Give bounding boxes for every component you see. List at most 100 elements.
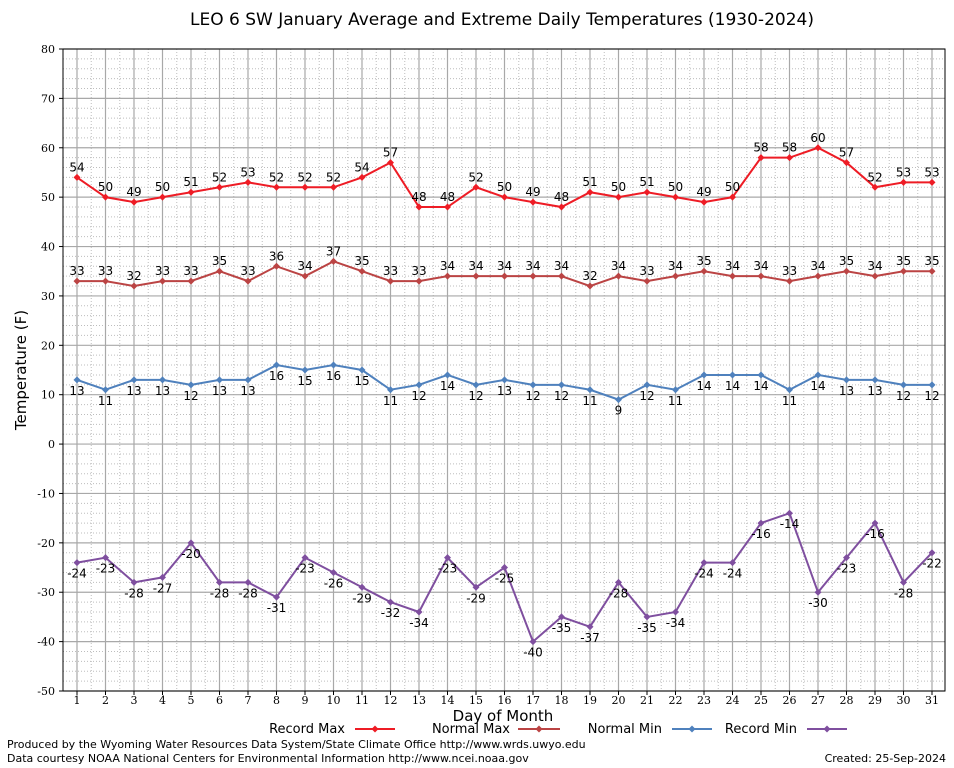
data-point bbox=[900, 381, 907, 389]
data-label: 32 bbox=[126, 269, 141, 283]
data-point bbox=[330, 568, 337, 576]
data-label: -16 bbox=[865, 527, 885, 541]
data-label: -28 bbox=[894, 586, 914, 600]
data-label: -22 bbox=[922, 557, 942, 571]
data-point bbox=[130, 198, 138, 206]
data-point bbox=[501, 193, 508, 201]
data-point bbox=[757, 371, 765, 379]
x-tick-label: 23 bbox=[697, 694, 711, 707]
data-label: -29 bbox=[352, 591, 372, 605]
y-tick-label: 30 bbox=[41, 290, 55, 303]
data-point bbox=[900, 578, 907, 586]
data-label: -28 bbox=[238, 586, 258, 600]
data-label: -29 bbox=[466, 591, 486, 605]
data-label: -31 bbox=[267, 601, 287, 615]
data-point bbox=[415, 203, 423, 211]
x-tick-label: 30 bbox=[897, 694, 911, 707]
data-point bbox=[843, 159, 850, 167]
x-tick-label: 21 bbox=[640, 694, 654, 707]
y-tick-label: -20 bbox=[37, 537, 55, 550]
x-tick-label: 9 bbox=[302, 694, 309, 707]
data-label: 11 bbox=[668, 394, 683, 408]
data-point bbox=[928, 381, 936, 389]
series-record-min: -24 -23-28 -27-20-28 -28-31-23-26-29-32-34-… bbox=[67, 509, 942, 660]
data-label: 13 bbox=[240, 384, 255, 398]
x-tick-label: 6 bbox=[216, 694, 223, 707]
data-point bbox=[900, 267, 907, 275]
data-label: 34 bbox=[440, 259, 455, 273]
data-point bbox=[643, 277, 651, 285]
data-label: 34 bbox=[297, 259, 312, 273]
data-label: 51 bbox=[183, 175, 198, 189]
x-tick-label: 25 bbox=[754, 694, 768, 707]
x-tick-label: 22 bbox=[669, 694, 683, 707]
data-label: -24 bbox=[67, 567, 87, 581]
data-point bbox=[871, 376, 879, 384]
data-label: 12 bbox=[554, 389, 569, 403]
data-label: -24 bbox=[694, 567, 714, 581]
data-point bbox=[814, 371, 822, 379]
data-label: 53 bbox=[896, 165, 911, 179]
data-point bbox=[672, 193, 679, 201]
data-label: 52 bbox=[269, 170, 284, 184]
legend-marker bbox=[535, 725, 543, 733]
data-label: 14 bbox=[810, 379, 825, 393]
legend-label: Record Min bbox=[725, 722, 797, 737]
x-tick-label: 10 bbox=[327, 694, 341, 707]
data-point bbox=[415, 381, 423, 389]
major-grid bbox=[63, 48, 945, 692]
data-point bbox=[244, 578, 252, 586]
data-label: 34 bbox=[867, 259, 882, 273]
x-tick-label: 29 bbox=[868, 694, 882, 707]
footer-credit-line-1: Produced by the Wyoming Water Resources … bbox=[7, 738, 586, 751]
data-point bbox=[216, 578, 223, 586]
x-tick-label: 26 bbox=[783, 694, 797, 707]
data-point bbox=[330, 183, 337, 191]
data-point bbox=[102, 554, 109, 562]
data-point bbox=[130, 376, 138, 384]
data-point bbox=[472, 272, 480, 280]
data-point bbox=[273, 183, 280, 191]
data-point bbox=[444, 371, 451, 379]
x-tick-label: 18 bbox=[555, 694, 569, 707]
data-label: -27 bbox=[153, 581, 173, 595]
x-tick-label: 16 bbox=[498, 694, 512, 707]
x-tick-label: 15 bbox=[469, 694, 483, 707]
data-label: 34 bbox=[468, 259, 483, 273]
data-point bbox=[444, 272, 451, 280]
data-label: -34 bbox=[409, 616, 429, 630]
data-point bbox=[871, 183, 879, 191]
data-label: 14 bbox=[725, 379, 740, 393]
data-point bbox=[558, 381, 565, 389]
data-point bbox=[615, 396, 622, 404]
data-point bbox=[387, 386, 394, 394]
data-label: 60 bbox=[810, 131, 825, 145]
data-point bbox=[843, 554, 850, 562]
footer-created-date: Created: 25-Sep-2024 bbox=[825, 752, 946, 765]
data-point bbox=[216, 183, 223, 191]
legend-label: Record Max bbox=[269, 722, 345, 737]
data-point bbox=[757, 519, 765, 527]
x-tick-label: 8 bbox=[273, 694, 280, 707]
data-label: 12 bbox=[896, 389, 911, 403]
data-point bbox=[586, 386, 594, 394]
x-axis-label: Day of Month bbox=[453, 707, 554, 725]
data-point bbox=[358, 173, 366, 181]
data-point bbox=[558, 613, 565, 621]
x-tick-label: 4 bbox=[159, 694, 166, 707]
data-label: 57 bbox=[383, 146, 398, 160]
data-label: 33 bbox=[383, 264, 398, 278]
data-label: 35 bbox=[354, 254, 369, 268]
data-label: 50 bbox=[98, 180, 113, 194]
data-label: 33 bbox=[98, 264, 113, 278]
data-point bbox=[729, 272, 736, 280]
data-label: 57 bbox=[839, 146, 854, 160]
data-point bbox=[700, 559, 708, 567]
data-point bbox=[387, 598, 394, 606]
data-point bbox=[757, 154, 765, 162]
data-label: 34 bbox=[611, 259, 626, 273]
data-point bbox=[786, 154, 793, 162]
data-label: -37 bbox=[580, 631, 600, 645]
data-point bbox=[672, 386, 679, 394]
data-label: -30 bbox=[808, 596, 828, 610]
